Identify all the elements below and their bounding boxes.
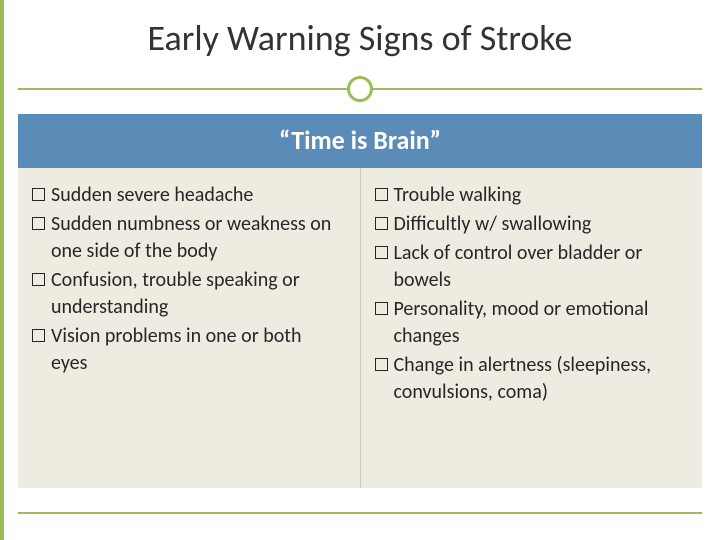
right-item-text: Personality, mood or emotional changes xyxy=(394,296,685,350)
left-item-text: Sudden severe headache xyxy=(51,182,342,209)
right-item: Trouble walking xyxy=(375,182,685,209)
checkbox-icon xyxy=(375,217,388,230)
slide-title: Early Warning Signs of Stroke xyxy=(0,0,720,74)
checkbox-icon xyxy=(32,188,45,201)
right-item: Difficultly w/ swallowing xyxy=(375,211,685,238)
right-item-text: Trouble walking xyxy=(394,182,685,209)
subtitle-bar: “Time is Brain” xyxy=(18,114,702,168)
checkbox-icon xyxy=(32,273,45,286)
right-column: Trouble walkingDifficultly w/ swallowing… xyxy=(360,168,703,488)
content-area: Sudden severe headacheSudden numbness or… xyxy=(18,168,702,488)
checkbox-icon xyxy=(375,358,388,371)
right-item-text: Lack of control over bladder or bowels xyxy=(394,240,685,294)
right-item: Lack of control over bladder or bowels xyxy=(375,240,685,294)
checkbox-icon xyxy=(375,302,388,315)
left-column: Sudden severe headacheSudden numbness or… xyxy=(18,168,360,488)
right-item: Personality, mood or emotional changes xyxy=(375,296,685,350)
left-item: Vision problems in one or both eyes xyxy=(32,323,342,377)
left-item: Sudden numbness or weakness on one side … xyxy=(32,211,342,265)
left-item-text: Confusion, trouble speaking or understan… xyxy=(51,267,342,321)
right-item: Change in alertness (sleepiness, convuls… xyxy=(375,352,685,406)
slide: Early Warning Signs of Stroke “Time is B… xyxy=(0,0,720,540)
footer-rule xyxy=(18,512,702,514)
checkbox-icon xyxy=(375,246,388,259)
checkbox-icon xyxy=(32,329,45,342)
left-item: Confusion, trouble speaking or understan… xyxy=(32,267,342,321)
checkbox-icon xyxy=(375,188,388,201)
right-item-text: Change in alertness (sleepiness, convuls… xyxy=(394,352,685,406)
subtitle-text: “Time is Brain” xyxy=(279,124,441,156)
divider-circle-icon xyxy=(347,76,373,102)
left-item-text: Vision problems in one or both eyes xyxy=(51,323,342,377)
left-edge-accent xyxy=(0,0,4,540)
checkbox-icon xyxy=(32,217,45,230)
left-item: Sudden severe headache xyxy=(32,182,342,209)
divider xyxy=(18,74,702,104)
left-item-text: Sudden numbness or weakness on one side … xyxy=(51,211,342,265)
right-item-text: Difficultly w/ swallowing xyxy=(394,211,685,238)
